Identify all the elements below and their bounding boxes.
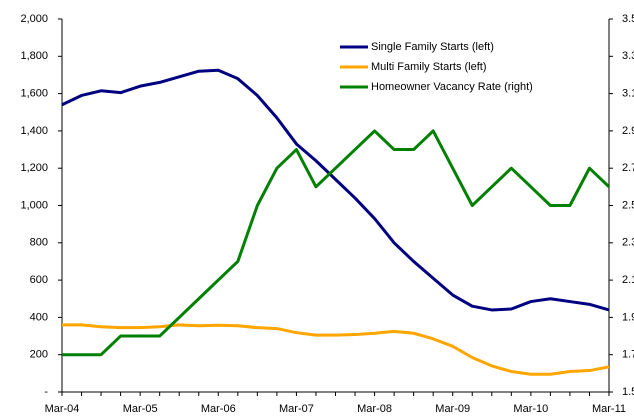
legend-label: Single Family Starts (left)	[371, 41, 494, 53]
y-tick-label: 800	[30, 237, 48, 249]
x-tick-label: Mar-05	[123, 403, 158, 415]
y2-tick-label: 3.5	[622, 13, 634, 25]
y2-tick-label: 1.9	[622, 311, 634, 323]
x-tick-label: Mar-08	[357, 403, 392, 415]
legend-label: Multi Family Starts (left)	[371, 61, 487, 73]
series-line	[61, 68, 610, 312]
y-tick-label: 2,000	[20, 13, 48, 25]
x-tick-label: Mar-10	[513, 403, 548, 415]
y-tick-label: 600	[30, 274, 48, 286]
y2-tick-label: 2.7	[622, 162, 634, 174]
y-tick-label: 1,000	[20, 199, 48, 211]
y-tick-label: 200	[30, 349, 48, 361]
y2-tick-label: 2.9	[622, 125, 634, 137]
x-tick-label: Mar-11	[592, 403, 626, 415]
y2-tick-label: 1.7	[622, 349, 634, 361]
x-tick-label: Mar-07	[279, 403, 314, 415]
x-tick-label: Mar-09	[435, 403, 470, 415]
y2-tick-label: 2.5	[622, 199, 634, 211]
y2-tick-label: 3.3	[622, 50, 634, 62]
y2-tick-label: 3.1	[622, 88, 634, 100]
y-tick-label: 400	[30, 311, 48, 323]
y-tick-label: 1,800	[20, 50, 48, 62]
series-line	[62, 323, 610, 376]
y-tick-label: 1,600	[20, 88, 48, 100]
y2-tick-label: 2.3	[622, 237, 634, 249]
y-tick-label: 1,400	[20, 125, 48, 137]
y-tick-label: 1,200	[20, 162, 48, 174]
y-tick-label: -	[44, 386, 48, 398]
y2-tick-label: 1.5	[622, 386, 634, 398]
series-line	[62, 129, 611, 357]
x-tick-label: Mar-06	[201, 403, 236, 415]
y2-tick-label: 2.1	[622, 274, 634, 286]
legend-label: Homeowner Vacancy Rate (right)	[371, 81, 533, 93]
x-tick-label: Mar-04	[45, 403, 80, 415]
